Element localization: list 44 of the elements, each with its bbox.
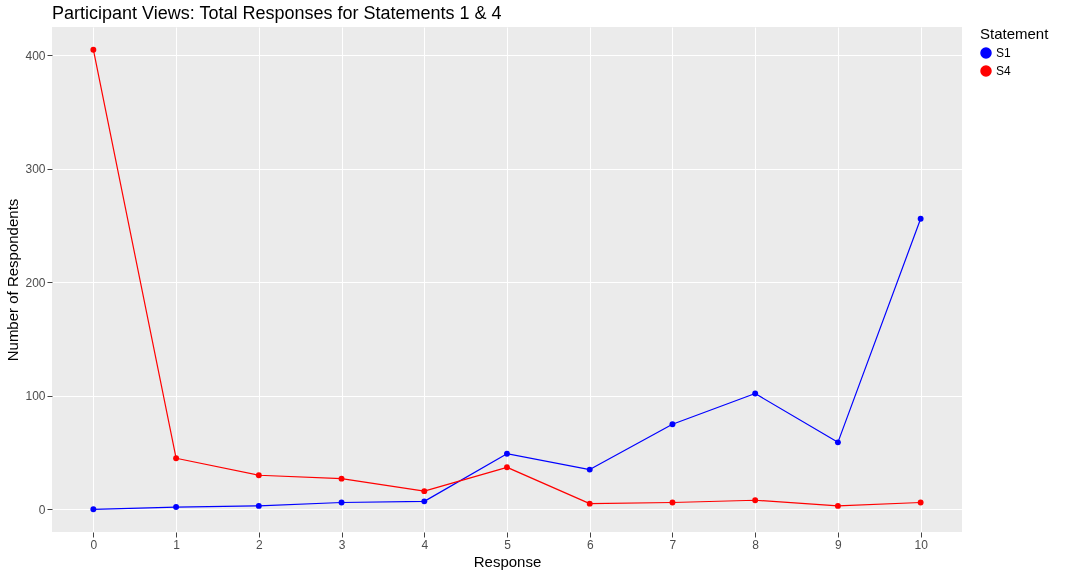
point xyxy=(255,472,262,479)
point xyxy=(834,439,841,446)
point xyxy=(669,499,676,506)
x-tick-label: 6 xyxy=(586,537,594,552)
point xyxy=(752,497,759,504)
y-tick-label: 300 xyxy=(25,162,46,177)
point xyxy=(917,499,924,506)
x-tick-label: 8 xyxy=(752,537,760,552)
point xyxy=(917,215,924,222)
point xyxy=(173,455,180,462)
x-tick-label: 2 xyxy=(255,537,263,552)
point xyxy=(504,464,510,471)
chart-title: Participant Views: Total Responses for Statements 1 & 4 xyxy=(52,3,502,23)
point xyxy=(255,502,262,509)
y-tick-label: 400 xyxy=(25,48,46,63)
x-tick-label: 1 xyxy=(173,537,181,552)
y-tick-label: 200 xyxy=(25,275,46,290)
x-tick-label: 0 xyxy=(90,537,98,552)
point xyxy=(669,421,676,428)
point xyxy=(173,504,180,510)
point xyxy=(504,450,510,457)
point xyxy=(586,466,593,473)
y-axis-title: Number of Respondents xyxy=(4,198,22,362)
x-tick-label: 7 xyxy=(669,537,677,552)
point xyxy=(752,390,759,397)
legend-label: S4 xyxy=(996,64,1011,78)
point xyxy=(90,46,97,53)
y-tick-label: 0 xyxy=(38,502,46,517)
point xyxy=(586,500,593,507)
point xyxy=(90,506,97,513)
x-tick-label: 4 xyxy=(421,537,429,552)
legend-label: S1 xyxy=(996,46,1011,60)
point xyxy=(338,499,345,506)
x-tick-label: 3 xyxy=(338,537,346,552)
point xyxy=(421,488,428,495)
x-tick-label: 10 xyxy=(914,537,929,552)
point xyxy=(338,475,345,482)
x-tick-label: 9 xyxy=(835,537,843,552)
x-tick-label: 5 xyxy=(504,537,512,552)
x-axis-title: Response xyxy=(473,552,542,570)
point xyxy=(834,502,841,509)
legend-title: Statement xyxy=(980,25,1050,42)
point xyxy=(421,498,428,505)
y-tick-label: 100 xyxy=(25,389,46,404)
